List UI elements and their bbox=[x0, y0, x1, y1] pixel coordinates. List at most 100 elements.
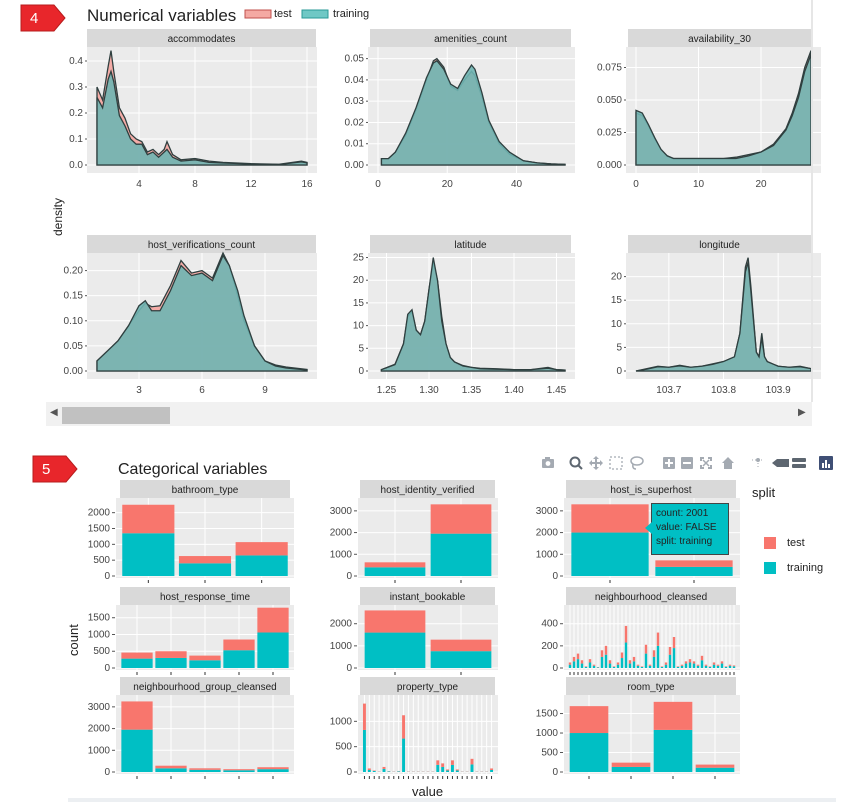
bar-test bbox=[680, 664, 684, 666]
plotly-modebar bbox=[542, 456, 833, 470]
hover-closest-icon[interactable] bbox=[772, 459, 789, 467]
bar-panel-instant_bookable: instant_bookable 0 1000 2000 bbox=[330, 587, 498, 675]
autoscale-icon[interactable] bbox=[700, 457, 712, 469]
density-area-training bbox=[635, 54, 812, 166]
bar-test bbox=[604, 645, 608, 655]
hover-compare-icon[interactable] bbox=[792, 458, 806, 468]
facet-strip bbox=[566, 480, 736, 498]
y-tick-label: 0 bbox=[358, 366, 364, 377]
camera-icon[interactable] bbox=[542, 457, 554, 468]
bar-test bbox=[664, 662, 668, 665]
y-tick-label: 0.15 bbox=[64, 291, 84, 302]
scrollbar-thumb[interactable] bbox=[62, 407, 170, 424]
y-tick-label: 500 bbox=[541, 748, 558, 759]
bar-test bbox=[655, 560, 733, 567]
section-4-badge: 4 bbox=[20, 4, 66, 34]
x-tick-label: 12 bbox=[245, 179, 257, 190]
bar-training bbox=[616, 664, 620, 668]
categorical-legend-title: split bbox=[752, 485, 776, 500]
legend-swatch-training[interactable] bbox=[301, 8, 331, 20]
legend-label-training-categorical[interactable]: training bbox=[787, 562, 824, 574]
y-tick-label: 0.0 bbox=[69, 160, 83, 171]
bar-training bbox=[664, 664, 668, 668]
plotly-logo-icon[interactable] bbox=[819, 456, 833, 470]
bar-training bbox=[257, 769, 289, 772]
scroll-right-icon[interactable]: ▶ bbox=[798, 407, 806, 418]
bar-test bbox=[611, 762, 651, 767]
legend-swatch-training-categorical[interactable] bbox=[764, 562, 776, 574]
reset-axes-icon[interactable] bbox=[722, 457, 734, 469]
bar-test bbox=[660, 666, 664, 667]
bar-training bbox=[580, 663, 584, 668]
bar-training bbox=[387, 771, 391, 772]
bar-test bbox=[628, 660, 632, 664]
categorical-section-title: Categorical variables bbox=[118, 461, 268, 478]
legend-label-test[interactable]: test bbox=[274, 8, 292, 20]
facet-strip bbox=[566, 587, 736, 605]
zoom-in-icon[interactable] bbox=[663, 457, 675, 469]
bar-test bbox=[122, 504, 175, 534]
bar-test bbox=[223, 769, 255, 771]
y-tick-label: 20 bbox=[353, 275, 365, 286]
bar-panel-bathroom_type: bathroom_type 0 500 1000 1500 2000 bbox=[88, 480, 294, 583]
horizontal-scrollbar[interactable] bbox=[46, 402, 812, 426]
facet-strip bbox=[566, 677, 736, 695]
y-tick-label: 0.03 bbox=[345, 96, 365, 107]
legend-label-test-categorical[interactable]: test bbox=[787, 537, 805, 549]
bar-test bbox=[430, 504, 492, 534]
x-tick-label: 40 bbox=[511, 179, 523, 190]
density-panel-amenities_count: amenities_count 0.00 0.01 0.02 0.03 0.04 0.05 0… bbox=[345, 29, 575, 190]
facet-title: property_type bbox=[397, 682, 459, 693]
bar-training bbox=[155, 657, 187, 668]
y-tick-label: 1000 bbox=[330, 549, 353, 560]
zoom-out-icon[interactable] bbox=[681, 457, 693, 469]
y-tick-label: 25 bbox=[353, 253, 365, 264]
bar-training bbox=[724, 666, 728, 668]
bar-training bbox=[695, 767, 735, 772]
facet-strip bbox=[120, 587, 290, 605]
density-panel-accommodates: accommodates 0.0 0.1 0.2 0.3 0.4 4 8 12 16 bbox=[69, 29, 317, 190]
bar-test bbox=[490, 768, 494, 770]
bar-training bbox=[455, 770, 459, 772]
x-tick-label: 103.8 bbox=[711, 385, 736, 396]
box-select-icon[interactable] bbox=[609, 456, 623, 470]
scroll-left-icon[interactable]: ◀ bbox=[50, 407, 58, 418]
zoom-icon[interactable] bbox=[569, 456, 583, 470]
hover-tooltip: count: 2001 value: FALSE split: training bbox=[645, 503, 729, 555]
facet-strip bbox=[360, 587, 495, 605]
bar-test bbox=[441, 763, 445, 767]
bar-training bbox=[644, 653, 648, 668]
y-tick-label: 3000 bbox=[88, 702, 111, 713]
bar-training bbox=[436, 764, 440, 772]
bar-training bbox=[608, 663, 612, 668]
facet-strip bbox=[370, 235, 571, 253]
facet-strip bbox=[370, 29, 571, 47]
bar-training bbox=[700, 660, 704, 668]
density-area-training bbox=[96, 254, 308, 372]
lasso-icon[interactable] bbox=[630, 456, 644, 470]
bar-training bbox=[588, 662, 592, 668]
bar-training bbox=[402, 738, 406, 772]
bar-test bbox=[648, 664, 652, 666]
bar-test bbox=[612, 666, 616, 667]
legend-label-training[interactable]: training bbox=[333, 8, 370, 20]
pan-icon[interactable] bbox=[589, 456, 603, 470]
spike-lines-icon[interactable] bbox=[752, 458, 762, 469]
bar-training bbox=[732, 666, 736, 668]
bar-test bbox=[684, 661, 688, 664]
bar-training bbox=[704, 665, 708, 668]
bar-training bbox=[155, 768, 187, 772]
bar-training bbox=[660, 666, 664, 668]
bar-training bbox=[490, 769, 494, 772]
bar-test bbox=[571, 504, 649, 533]
y-tick-label: 500 bbox=[93, 646, 110, 657]
density-panel-latitude: latitude 0 5 10 15 20 25 1.25 1.30 1.35 1.40 1.45 bbox=[353, 235, 575, 396]
x-tick-label: 103.7 bbox=[656, 385, 681, 396]
y-tick-label: 2000 bbox=[536, 528, 559, 539]
legend-swatch-test-categorical[interactable] bbox=[764, 537, 776, 549]
bar-training bbox=[257, 632, 289, 668]
y-tick-label: 1500 bbox=[88, 613, 111, 624]
legend-swatch-test[interactable] bbox=[244, 8, 274, 20]
bar-test bbox=[720, 661, 724, 664]
bar-training bbox=[592, 665, 596, 668]
